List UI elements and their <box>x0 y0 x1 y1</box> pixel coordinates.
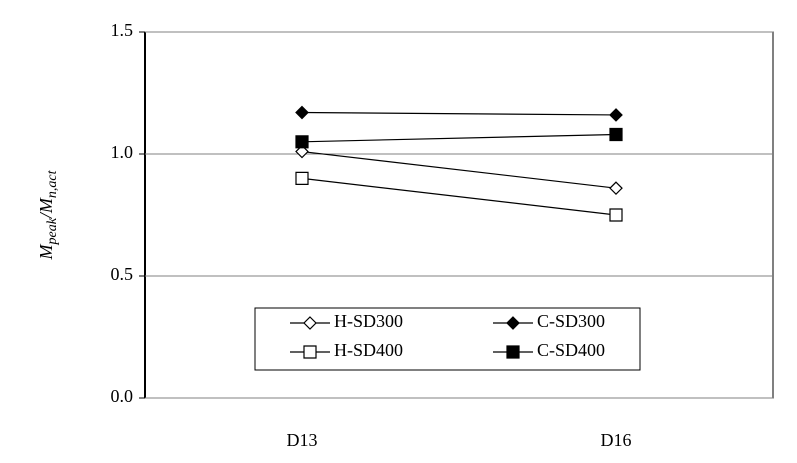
y-tick-label: 1.0 <box>111 142 134 162</box>
legend-marker <box>303 345 317 359</box>
x-tick-label: D16 <box>601 430 632 450</box>
data-point <box>295 105 309 120</box>
y-tick-label: 1.5 <box>111 20 134 40</box>
y-label-part: M <box>36 244 56 261</box>
series-line <box>301 133 617 143</box>
data-point <box>609 208 623 222</box>
series-line <box>301 111 617 116</box>
x-tick-label: D13 <box>287 430 318 450</box>
y-tick-label: 0.0 <box>111 386 134 406</box>
legend-label: C-SD400 <box>537 340 605 360</box>
data-point <box>295 171 309 185</box>
data-point <box>609 108 623 122</box>
legend-box <box>254 307 641 371</box>
y-label-part: n,act <box>45 169 60 198</box>
y-label-part: /M <box>36 197 56 219</box>
series-line <box>301 150 617 189</box>
legend-marker <box>506 345 520 359</box>
series-line <box>301 177 617 216</box>
legend-label: H-SD300 <box>334 311 403 331</box>
y-axis-label: Mpeak/Mn,act <box>36 169 60 260</box>
legend-label: C-SD300 <box>537 311 605 331</box>
data-point <box>295 144 309 159</box>
legend-marker <box>506 316 520 330</box>
data-point <box>609 181 623 196</box>
legend-label: H-SD400 <box>334 340 403 360</box>
data-point <box>295 135 309 149</box>
y-label-part: peak <box>45 217 60 245</box>
data-point <box>609 127 623 142</box>
y-tick-label: 0.5 <box>111 264 134 284</box>
legend-marker <box>303 316 317 330</box>
